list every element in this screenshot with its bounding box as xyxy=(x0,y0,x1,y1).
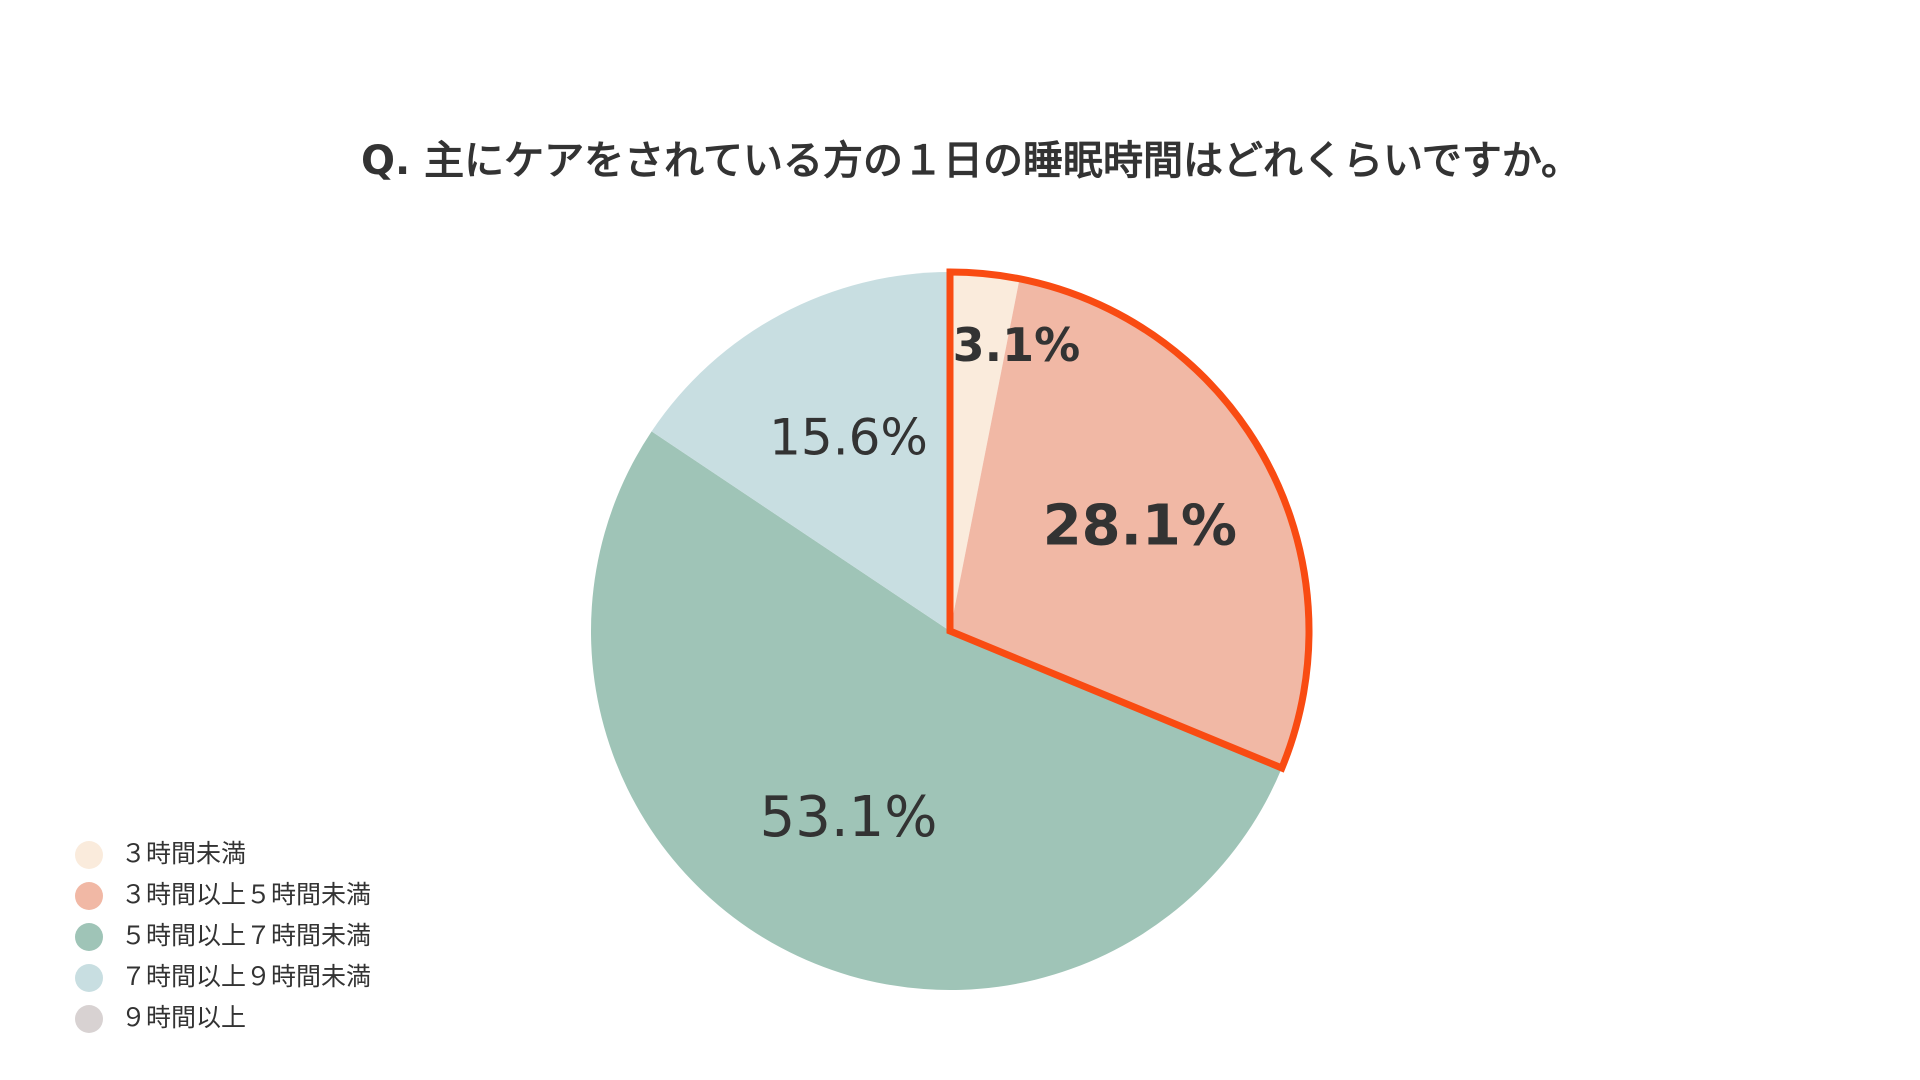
legend-swatch xyxy=(75,964,103,992)
data-label: 3.1% xyxy=(953,318,1081,372)
legend-swatch xyxy=(75,923,103,951)
data-label: 53.1% xyxy=(760,785,938,850)
pie-slice xyxy=(651,272,950,631)
highlight-outline xyxy=(946,268,1313,773)
legend-swatch xyxy=(75,882,103,910)
legend-label: ７時間以上９時間未満 xyxy=(121,962,371,991)
legend-swatch xyxy=(75,841,103,869)
legend-label: ５時間以上７時間未満 xyxy=(121,921,371,950)
data-label: 28.1% xyxy=(1043,493,1237,558)
pie-slice xyxy=(950,278,1310,768)
pie-slice xyxy=(591,431,1282,990)
chart-title: Q. 主にケアをされている方の１日の睡眠時間はどれくらいですか。 xyxy=(361,138,1581,184)
legend-label: ３時間以上５時間未満 xyxy=(121,880,371,909)
legend-swatch xyxy=(75,1005,103,1033)
pie-slice xyxy=(950,272,1020,631)
data-label: 15.6% xyxy=(769,409,928,467)
legend-label: ３時間未満 xyxy=(121,839,246,868)
legend-label: ９時間以上 xyxy=(121,1003,246,1032)
